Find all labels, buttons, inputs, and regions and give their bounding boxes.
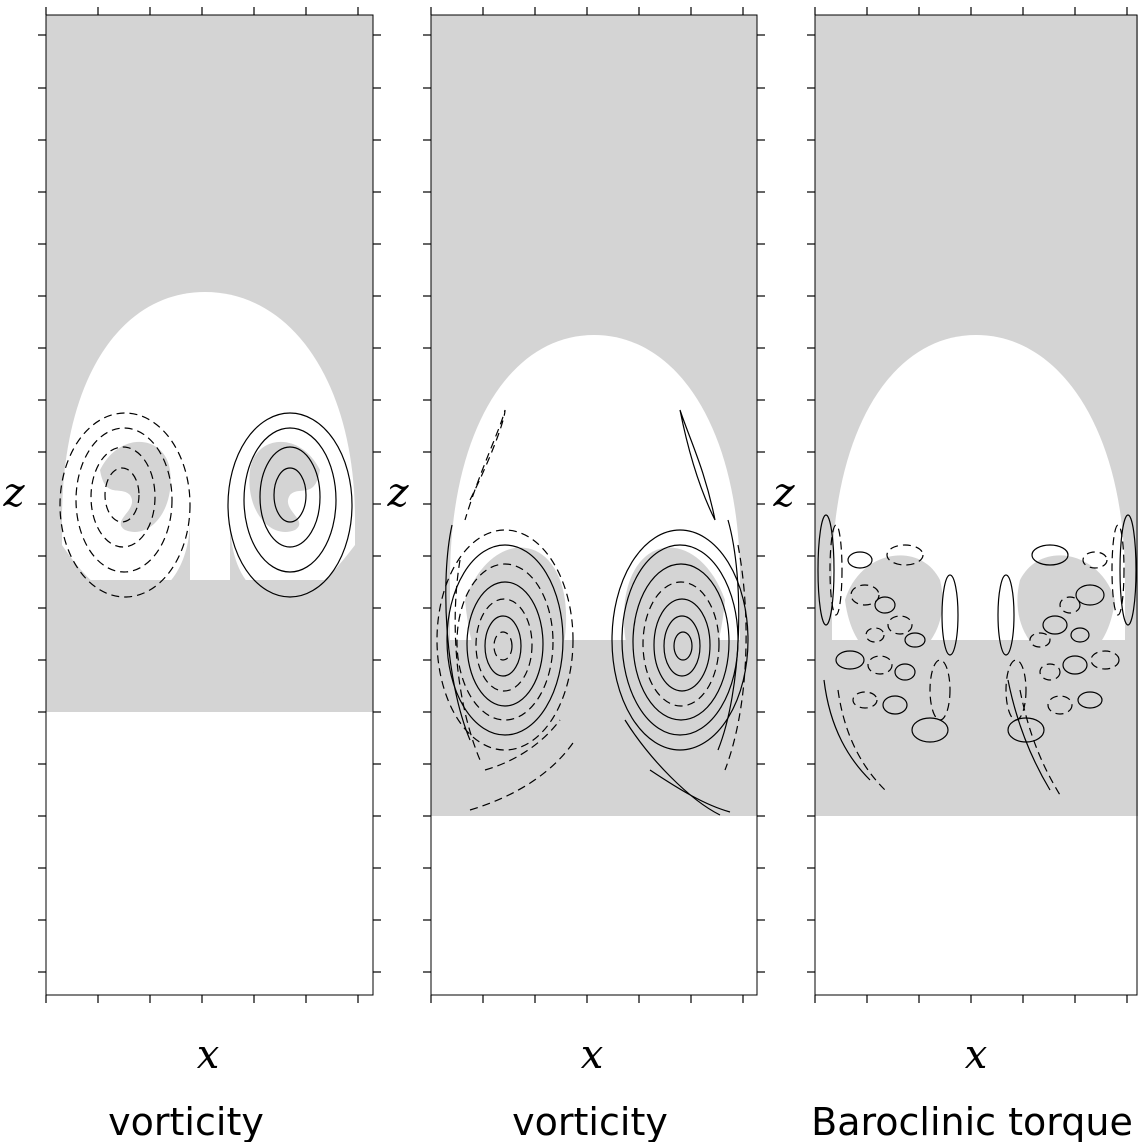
panel-2-right-lobe: [615, 560, 757, 816]
panel-2-left-lobe: [431, 560, 575, 816]
panel-3-left-lobe: [815, 560, 960, 816]
panel-2-right-vortex-contours: [611, 409, 749, 816]
panel-1-caption: vorticity: [108, 1100, 264, 1142]
panel-2-caption: vorticity: [512, 1100, 668, 1142]
panel-3-right-core: [1017, 555, 1115, 661]
panel-3-right-lobe: [998, 560, 1138, 816]
panel-1-frame: [45, 14, 374, 996]
panel-3-z-label: z: [772, 470, 795, 516]
panel-2-z-label: z: [386, 470, 409, 516]
panel-2-x-label: x: [581, 1032, 604, 1078]
panel-1-field: [46, 15, 373, 995]
panel-3: z x Baroclinic torque: [772, 7, 1138, 1142]
panel-1-x-label: x: [197, 1032, 220, 1078]
panel-2-ticks: [423, 7, 765, 1003]
panel-1-lower-region: [46, 712, 373, 995]
panel-1-right-lobe: [230, 520, 373, 712]
panel-3-x-label: x: [965, 1032, 988, 1078]
panel-2-left-vortex-contours: [436, 409, 576, 811]
panel-3-left-torque-contours: [817, 514, 959, 791]
panel-1-z-label: z: [2, 470, 25, 516]
panel-3-right-torque-contours: [997, 514, 1137, 796]
panel-1-ticks: [38, 7, 381, 1003]
panel-2: z x vorticity: [386, 7, 765, 1142]
panel-2-frame: [430, 14, 758, 996]
panel-3-field: [815, 15, 1138, 995]
panel-3-ticks: [807, 7, 1128, 1003]
panel-2-lower-region: [431, 816, 757, 995]
panel-1-left-lobe: [46, 520, 190, 712]
panel-2-left-core: [465, 547, 567, 692]
panel-1: z x vorticity: [2, 7, 381, 1142]
panel-3-caption: Baroclinic torque: [811, 1100, 1133, 1142]
panel-2-field: [431, 15, 757, 995]
panel-1-left-core: [100, 441, 171, 532]
panel-3-lower-region: [815, 816, 1138, 995]
panel-1-left-vortex-contours: [59, 412, 191, 598]
panel-1-right-vortex-contours: [227, 412, 353, 598]
panel-3-frame: [814, 14, 1138, 996]
